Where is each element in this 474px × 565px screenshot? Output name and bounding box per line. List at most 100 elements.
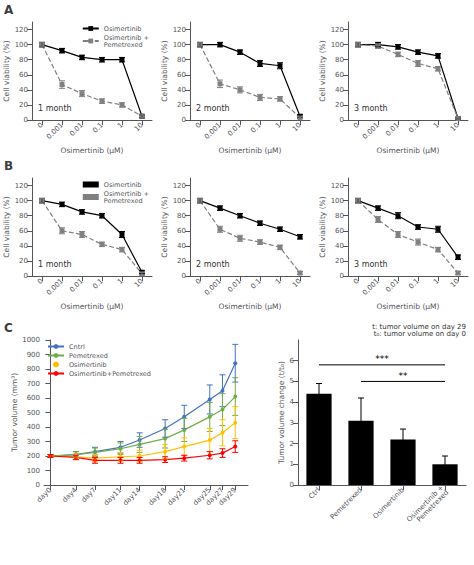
svg-text:Cntrl: Cntrl [69, 343, 85, 351]
svg-text:B: B [4, 159, 13, 173]
svg-text:10: 10 [291, 121, 303, 133]
svg-text:120: 120 [173, 182, 186, 190]
svg-text:80: 80 [335, 56, 344, 64]
svg-text:1: 1 [116, 121, 125, 130]
svg-text:2 month: 2 month [196, 260, 230, 269]
svg-text:0: 0 [194, 121, 203, 130]
svg-text:200: 200 [27, 452, 40, 460]
svg-text:40: 40 [19, 242, 28, 250]
svg-text:0.01: 0.01 [384, 277, 401, 294]
svg-text:***: *** [375, 354, 389, 364]
svg-text:Osimertinib (μM): Osimertinib (μM) [61, 146, 124, 155]
svg-text:0.01: 0.01 [68, 277, 85, 294]
svg-text:C: C [4, 321, 13, 335]
svg-text:day0: day0 [35, 486, 53, 504]
svg-text:day4: day4 [61, 486, 79, 504]
svg-text:900: 900 [27, 351, 40, 359]
svg-text:60: 60 [19, 227, 28, 235]
svg-text:0.1: 0.1 [91, 121, 105, 135]
svg-text:2: 2 [290, 440, 294, 448]
svg-text:Cell viability (%): Cell viability (%) [160, 40, 169, 101]
svg-text:40: 40 [177, 86, 186, 94]
svg-text:0.01: 0.01 [226, 121, 243, 138]
svg-text:100: 100 [15, 197, 28, 205]
svg-text:300: 300 [27, 438, 40, 446]
svg-text:Cell viability (%): Cell viability (%) [2, 196, 11, 257]
svg-text:0.001: 0.001 [45, 277, 65, 297]
svg-text:80: 80 [19, 56, 28, 64]
svg-text:60: 60 [335, 227, 344, 235]
svg-text:Osimertinib: Osimertinib [372, 486, 407, 521]
svg-text:day21: day21 [166, 486, 187, 507]
svg-text:Osimertinib (μM): Osimertinib (μM) [61, 302, 124, 311]
svg-text:Pemetrexed: Pemetrexed [69, 352, 108, 360]
svg-text:700: 700 [27, 380, 40, 388]
svg-text:10: 10 [291, 277, 303, 289]
svg-text:0.001: 0.001 [203, 121, 223, 141]
svg-text:Osimertinib (μM): Osimertinib (μM) [219, 302, 282, 311]
svg-text:120: 120 [15, 182, 28, 190]
svg-text:1 month: 1 month [38, 104, 72, 113]
svg-text:0.001: 0.001 [361, 277, 381, 297]
svg-text:Pemetrexed: Pemetrexed [104, 41, 143, 49]
svg-text:Pemetrexed: Pemetrexed [104, 197, 143, 205]
svg-text:day7: day7 [80, 486, 98, 504]
svg-text:4: 4 [290, 398, 295, 406]
svg-text:Cell viability (%): Cell viability (%) [318, 196, 327, 257]
svg-text:400: 400 [27, 423, 40, 431]
svg-text:0: 0 [36, 277, 45, 286]
svg-text:0.01: 0.01 [226, 277, 243, 294]
svg-text:1: 1 [274, 277, 283, 286]
svg-text:A: A [4, 3, 14, 17]
svg-text:**: ** [399, 371, 409, 381]
svg-text:0: 0 [194, 277, 203, 286]
svg-text:100: 100 [173, 41, 186, 49]
svg-text:Cell viability (%): Cell viability (%) [318, 40, 327, 101]
svg-text:0: 0 [24, 116, 28, 124]
svg-text:1: 1 [274, 121, 283, 130]
svg-text:0: 0 [182, 272, 186, 280]
svg-text:20: 20 [335, 257, 344, 265]
svg-text:100: 100 [331, 197, 344, 205]
svg-text:80: 80 [177, 56, 186, 64]
svg-text:0: 0 [340, 116, 344, 124]
svg-text:600: 600 [27, 394, 40, 402]
svg-text:0.1: 0.1 [249, 277, 263, 291]
svg-text:0.01: 0.01 [68, 121, 85, 138]
svg-text:Osimertinib (μM): Osimertinib (μM) [377, 146, 440, 155]
svg-text:3 month: 3 month [354, 104, 388, 113]
svg-text:1: 1 [290, 460, 294, 468]
svg-text:20: 20 [19, 101, 28, 109]
svg-text:6: 6 [290, 357, 295, 365]
svg-text:Ctrl: Ctrl [307, 486, 321, 500]
svg-text:40: 40 [335, 86, 344, 94]
svg-text:Osimertinib (μM): Osimertinib (μM) [219, 146, 282, 155]
svg-text:0.001: 0.001 [361, 121, 381, 141]
svg-text:0: 0 [352, 277, 361, 286]
svg-text:0: 0 [352, 121, 361, 130]
svg-text:60: 60 [335, 71, 344, 79]
svg-text:60: 60 [177, 71, 186, 79]
svg-text:80: 80 [177, 212, 186, 220]
svg-text:0.1: 0.1 [407, 277, 421, 291]
svg-text:500: 500 [27, 409, 40, 417]
svg-text:0: 0 [36, 121, 45, 130]
svg-text:1: 1 [432, 277, 441, 286]
svg-text:5: 5 [290, 377, 294, 385]
svg-text:10: 10 [449, 277, 461, 289]
svg-text:Tumor volume (mm³): Tumor volume (mm³) [10, 373, 19, 453]
svg-text:Osimertinib+Pemetrexed: Osimertinib+Pemetrexed [69, 370, 151, 378]
svg-text:1 month: 1 month [38, 260, 72, 269]
svg-text:40: 40 [19, 86, 28, 94]
svg-text:1: 1 [116, 277, 125, 286]
svg-text:day11: day11 [102, 486, 123, 507]
svg-text:1000: 1000 [22, 336, 40, 344]
svg-text:day29: day29 [217, 486, 238, 507]
svg-text:10: 10 [449, 121, 461, 133]
svg-text:120: 120 [173, 26, 186, 34]
svg-text:100: 100 [173, 197, 186, 205]
svg-text:20: 20 [177, 101, 186, 109]
svg-text:0.001: 0.001 [45, 121, 65, 141]
svg-text:100: 100 [15, 41, 28, 49]
svg-text:2 month: 2 month [196, 104, 230, 113]
